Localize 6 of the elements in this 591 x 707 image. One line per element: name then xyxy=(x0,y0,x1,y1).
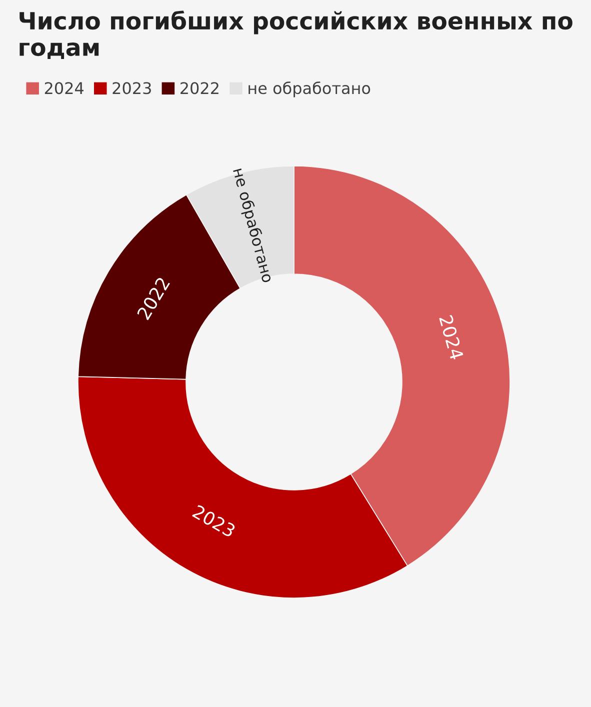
chart-title: Число погибших российских военных по годам xyxy=(20,10,572,60)
legend-label: 2023 xyxy=(112,82,151,94)
legend-label: не обработано xyxy=(248,82,370,98)
legend-label: 2022 xyxy=(180,82,218,94)
slice-label: 2024 xyxy=(438,314,464,360)
legend-label: 2024 xyxy=(44,82,84,94)
